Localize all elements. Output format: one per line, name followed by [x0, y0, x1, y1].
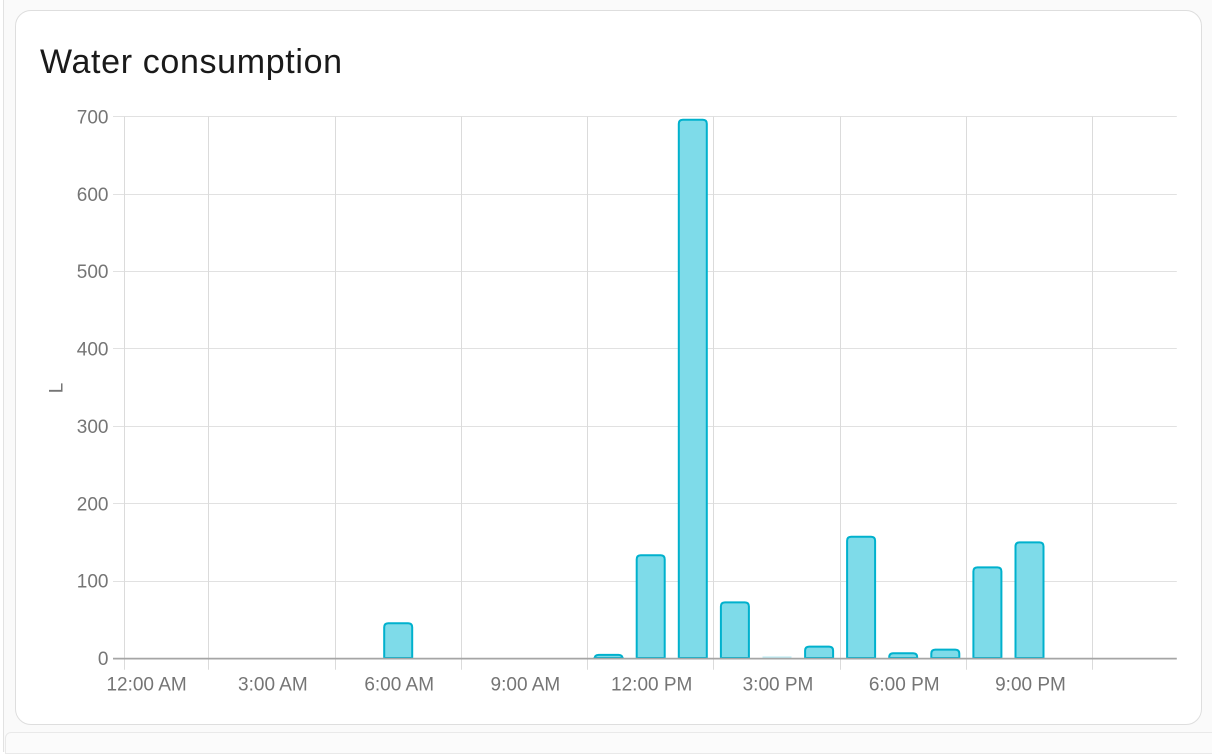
svg-text:L: L — [47, 383, 68, 394]
svg-text:100: 100 — [77, 572, 109, 593]
svg-text:3:00 AM: 3:00 AM — [238, 675, 308, 696]
svg-text:0: 0 — [98, 649, 109, 670]
svg-text:12:00 PM: 12:00 PM — [611, 675, 692, 696]
svg-text:400: 400 — [77, 340, 109, 361]
svg-text:6:00 PM: 6:00 PM — [869, 675, 940, 696]
svg-text:200: 200 — [77, 494, 109, 515]
svg-text:300: 300 — [77, 417, 109, 438]
svg-text:3:00 PM: 3:00 PM — [743, 675, 814, 696]
svg-text:6:00 AM: 6:00 AM — [364, 675, 434, 696]
svg-text:700: 700 — [77, 108, 109, 129]
svg-text:600: 600 — [77, 185, 109, 206]
svg-text:500: 500 — [77, 262, 109, 283]
svg-text:9:00 PM: 9:00 PM — [995, 675, 1066, 696]
svg-text:9:00 AM: 9:00 AM — [491, 675, 561, 696]
svg-text:12:00 AM: 12:00 AM — [106, 675, 186, 696]
